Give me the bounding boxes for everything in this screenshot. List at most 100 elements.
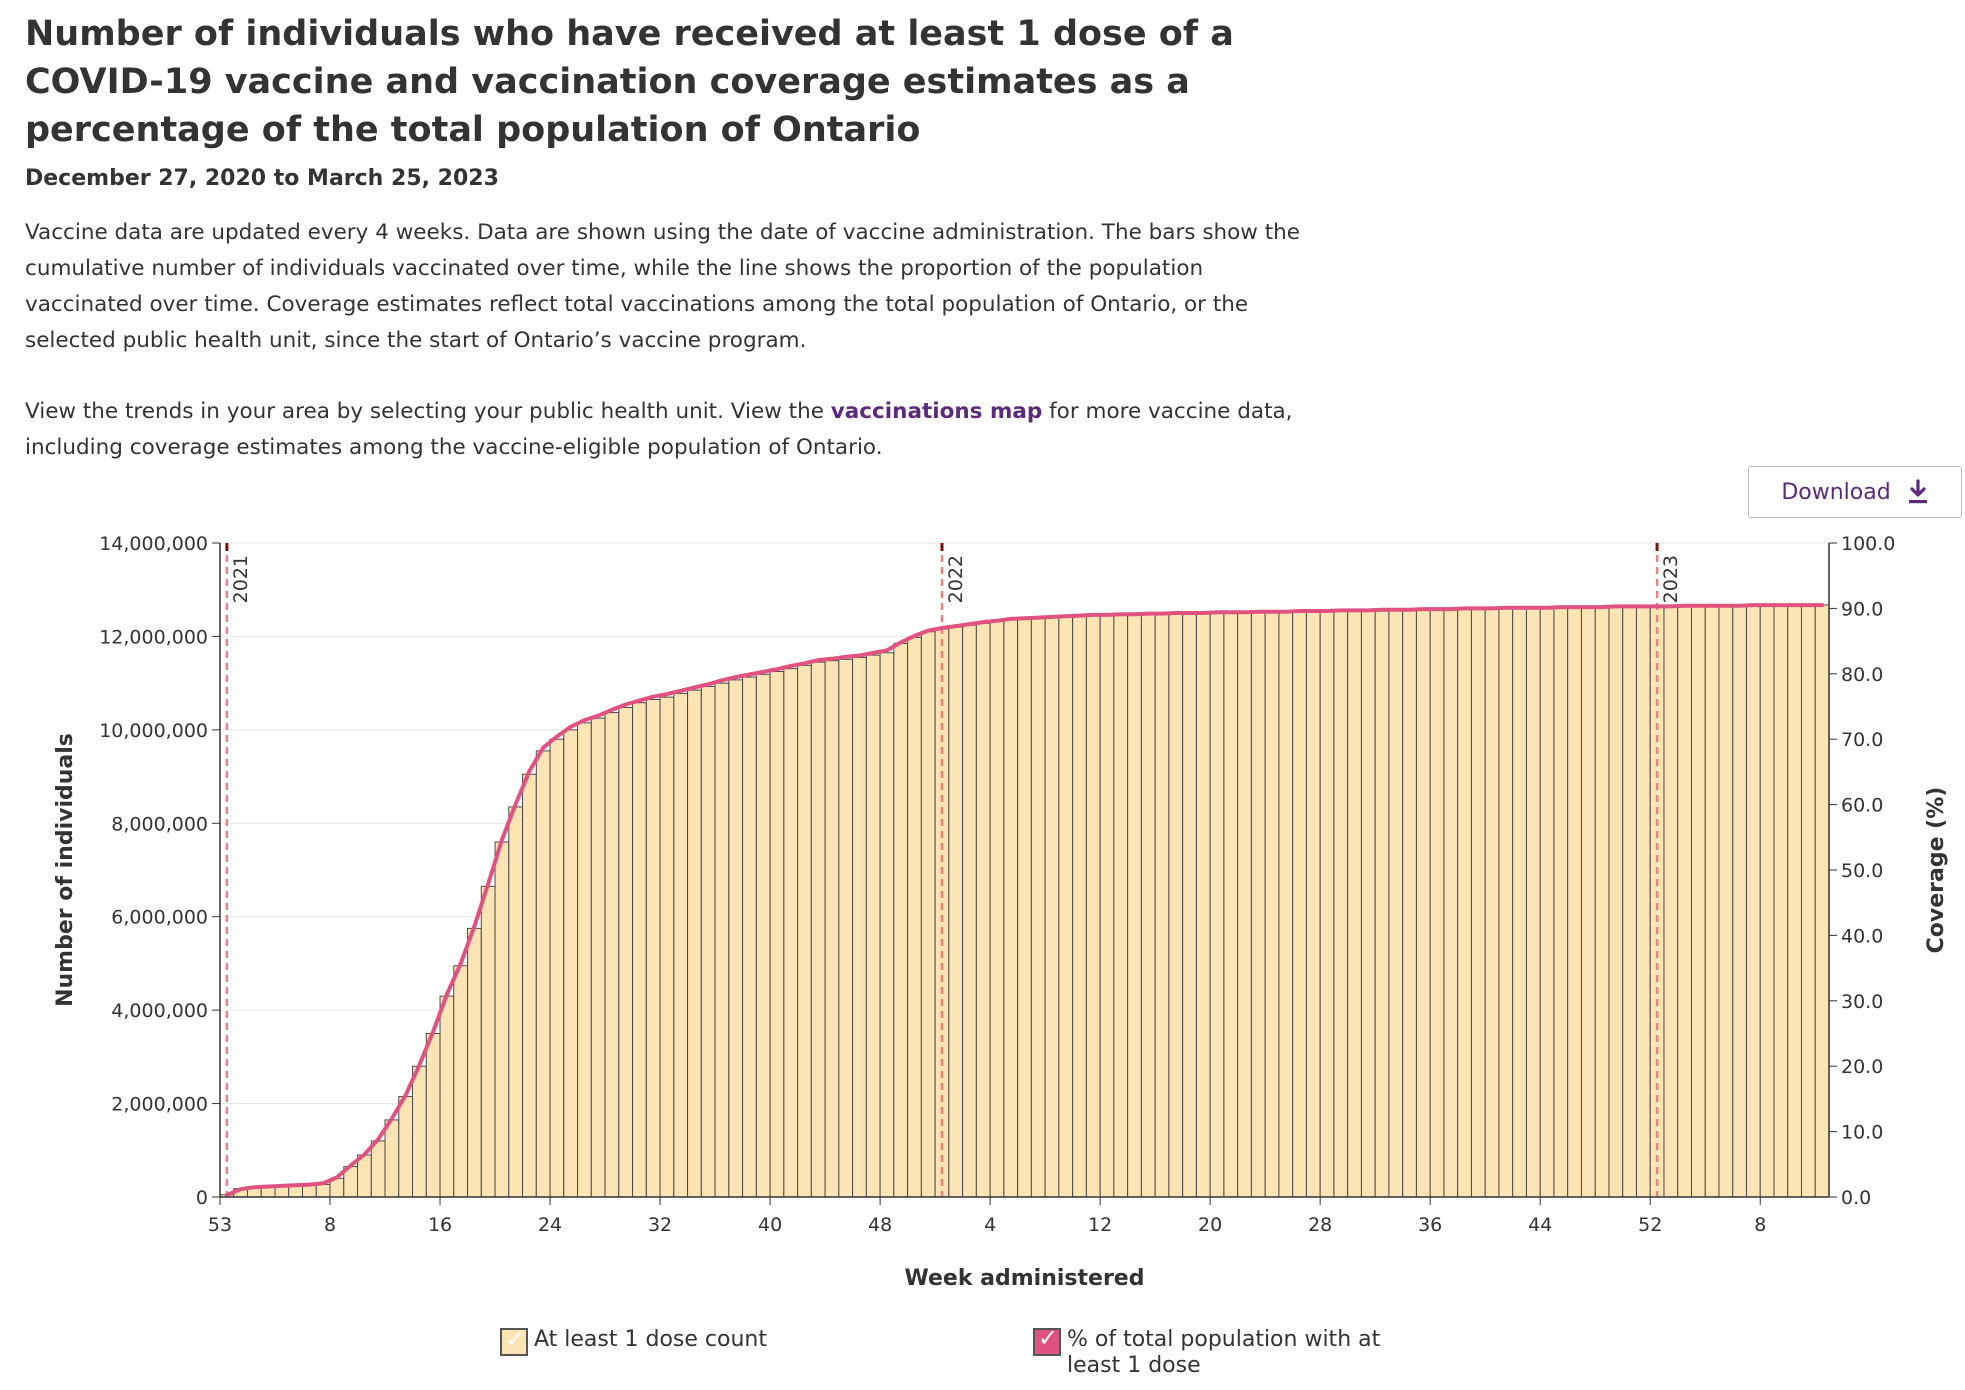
bar [1072,615,1087,1198]
vaccinations-map-link[interactable]: vaccinations map [830,399,1043,424]
bar [1154,613,1170,1198]
bar [1333,610,1349,1198]
bar [467,927,482,1198]
bar [1030,617,1046,1198]
bar [1677,605,1692,1198]
bar [824,660,840,1198]
y-tick-label: 10,000,000 [99,720,208,742]
bar [1305,611,1321,1198]
bar [439,995,455,1198]
bar [659,696,675,1198]
bar [480,885,496,1198]
y2-tick-label: 30.0 [1841,991,1883,1013]
bar [1718,605,1734,1198]
download-button[interactable]: Download [1748,466,1962,518]
bar [728,679,744,1198]
bar [1140,613,1156,1198]
bar [274,1186,290,1198]
x-tick-label: 16 [428,1214,452,1236]
bar [1099,614,1115,1198]
bar [1402,609,1417,1198]
bar [1498,607,1514,1198]
vaccination-chart: 0 2,000,000 4,000,000 6,000,000 8,000,000 10,… [53,533,1949,1291]
bar [1580,606,1596,1198]
bar [1127,614,1142,1198]
bar [975,622,991,1198]
y2-tick-label: 10.0 [1841,1122,1883,1144]
bar [1787,604,1802,1198]
x-tick-label: 28 [1308,1214,1332,1236]
y2-axis-title: Coverage (%) [1924,787,1949,954]
bar [508,806,524,1198]
legend-item-coverage[interactable]: ✓ % of total population with at least 1 … [1033,1324,1393,1379]
y-tick-label: 8,000,000 [111,813,208,835]
bar [769,670,785,1198]
bar [1223,612,1239,1198]
bar [907,636,922,1198]
bar [590,717,606,1198]
x-tick-label: 12 [1088,1214,1112,1236]
bar [1017,618,1032,1198]
bar [535,750,551,1198]
bar [865,654,881,1198]
bar [700,685,716,1198]
bar [1622,605,1637,1198]
bar [1443,608,1459,1198]
bar [288,1185,304,1198]
bar [453,965,469,1198]
y2-tick-label: 90.0 [1841,598,1883,620]
bar [1347,610,1362,1198]
bar [1003,619,1019,1198]
bar [412,1065,427,1198]
y2-tick-label: 60.0 [1841,795,1883,817]
y-tick-label: 14,000,000 [99,533,208,555]
bar [604,712,620,1198]
checkmark-icon: ✓ [1038,1324,1059,1352]
bar [618,706,634,1198]
x-tick-label: 8 [1754,1214,1766,1236]
description-text: Vaccine data are updated every 4 weeks. … [25,220,1301,353]
bar [315,1183,331,1198]
x-tick-label: 24 [538,1214,562,1236]
bar [1690,605,1706,1198]
bar [1319,610,1335,1198]
bar [1292,611,1307,1198]
bar [1470,607,1486,1198]
bar [398,1096,414,1198]
bar [755,673,771,1198]
x-tick-label: 4 [984,1214,996,1236]
x-tick-label: 53 [208,1214,232,1236]
bar [1773,604,1789,1198]
bar [1250,612,1266,1198]
bar [1567,606,1582,1198]
bar [1800,604,1816,1198]
bar [1759,604,1775,1198]
bar [1745,604,1761,1198]
bar [1182,613,1197,1198]
y-tick-label: 4,000,000 [111,1000,208,1022]
x-tick-label: 8 [324,1214,336,1236]
bar [632,702,647,1198]
bar [522,773,537,1198]
legend-bar-label: At least 1 dose count [534,1327,767,1352]
y2-tick-label: 70.0 [1841,729,1883,751]
legend-line-label: % of total population with at least 1 do… [1067,1327,1381,1378]
legend-line-swatch-checkbox[interactable]: ✓ [1033,1324,1061,1356]
bar [1553,606,1569,1198]
year-marker-label: 2021 [230,555,252,603]
legend-bar-swatch-checkbox[interactable]: ✓ [500,1325,528,1356]
bar [425,1033,441,1198]
legend-item-dose-count[interactable]: ✓ At least 1 dose count [500,1325,767,1356]
bar [1195,613,1211,1198]
y-tick-label: 6,000,000 [111,907,208,929]
x-tick-label: 44 [1528,1214,1552,1236]
y2-tick-label: 100.0 [1841,533,1895,555]
download-icon [1908,479,1927,504]
bar [948,626,964,1198]
date-range: December 27, 2020 to March 25, 2023 [25,166,499,191]
bar [1113,614,1129,1198]
bar [852,656,867,1198]
y-tick-label: 0 [196,1187,208,1209]
y2-tick-label: 0.0 [1841,1187,1871,1209]
